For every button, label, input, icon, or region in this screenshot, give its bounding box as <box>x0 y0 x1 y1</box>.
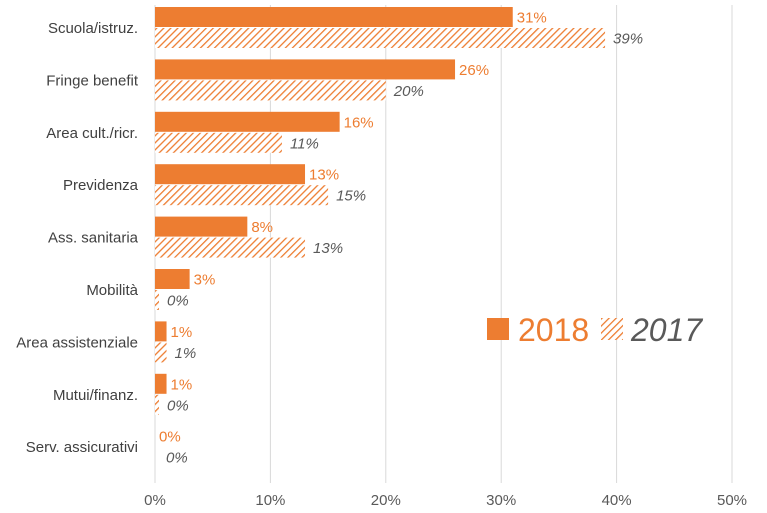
data-label-2018: 3% <box>194 272 216 289</box>
x-tick-label: 50% <box>717 492 747 509</box>
data-label-2018: 13% <box>309 167 339 184</box>
bar-2018 <box>155 164 306 185</box>
data-label-2017: 1% <box>175 345 197 362</box>
bar-2018 <box>155 321 167 342</box>
category-labels: Scuola/istruz. Fringe benefit Area cult./r… <box>16 20 139 456</box>
category-label: Mutui/finanz. <box>53 387 138 404</box>
data-label-2018: 16% <box>344 114 374 131</box>
data-label-2017: 0% <box>166 450 188 467</box>
category-label: Fringe benefit <box>46 72 139 89</box>
bar-2017 <box>155 185 329 206</box>
bar-2017 <box>155 342 167 363</box>
bar-2018 <box>155 269 190 289</box>
bar-2018 <box>155 216 248 237</box>
category-label: Serv. assicurativi <box>26 439 138 456</box>
bar-2018 <box>155 111 340 132</box>
bar-2017 <box>155 132 282 153</box>
data-label-2017: 0% <box>167 397 189 414</box>
bar-2018 <box>155 7 513 27</box>
bar-2017 <box>155 394 159 415</box>
legend-swatch-2018 <box>487 318 509 340</box>
x-tick-label: 0% <box>144 492 166 509</box>
category-label: Scuola/istruz. <box>48 20 138 37</box>
x-tick-label: 40% <box>602 492 632 509</box>
data-label-2017: 13% <box>313 240 343 257</box>
data-label-2018: 31% <box>517 10 547 27</box>
x-tick-label: 10% <box>255 492 285 509</box>
data-label-2018: 26% <box>459 62 489 79</box>
data-label-2018: 1% <box>171 324 193 341</box>
category-label: Area assistenziale <box>16 334 138 351</box>
bar-2017 <box>155 80 386 101</box>
data-label-2017: 39% <box>613 31 643 48</box>
x-axis-ticks: 0% 10% 20% 30% 40% 50% <box>144 492 747 509</box>
bar-2017 <box>155 28 606 48</box>
bars: 31% 39% 26% 20% 16% 11% 13% 15% 8% 13% 3% 0% 1% 1% 1% 0… <box>155 7 643 467</box>
category-label: Mobilità <box>86 282 138 299</box>
x-tick-label: 30% <box>486 492 516 509</box>
data-label-2017: 20% <box>393 83 424 100</box>
category-label: Ass. sanitaria <box>48 230 139 247</box>
bar-2017 <box>155 237 306 258</box>
data-label-2018: 1% <box>171 376 193 393</box>
data-label-2017: 11% <box>290 135 319 152</box>
legend-label-2017: 2017 <box>630 312 703 348</box>
bar-2018 <box>155 59 456 80</box>
bar-2018 <box>155 373 167 394</box>
legend-swatch-2017 <box>601 318 623 340</box>
legend: 2018 2017 <box>487 312 703 348</box>
data-label-2018: 8% <box>251 219 273 236</box>
category-label: Area cult./ricr. <box>46 125 138 142</box>
bar-2017 <box>155 290 159 310</box>
data-label-2017: 0% <box>167 293 189 310</box>
legend-label-2018: 2018 <box>518 312 589 348</box>
x-tick-label: 20% <box>371 492 401 509</box>
data-label-2018: 0% <box>159 429 181 446</box>
category-label: Previdenza <box>63 177 139 194</box>
data-label-2017: 15% <box>336 188 366 205</box>
